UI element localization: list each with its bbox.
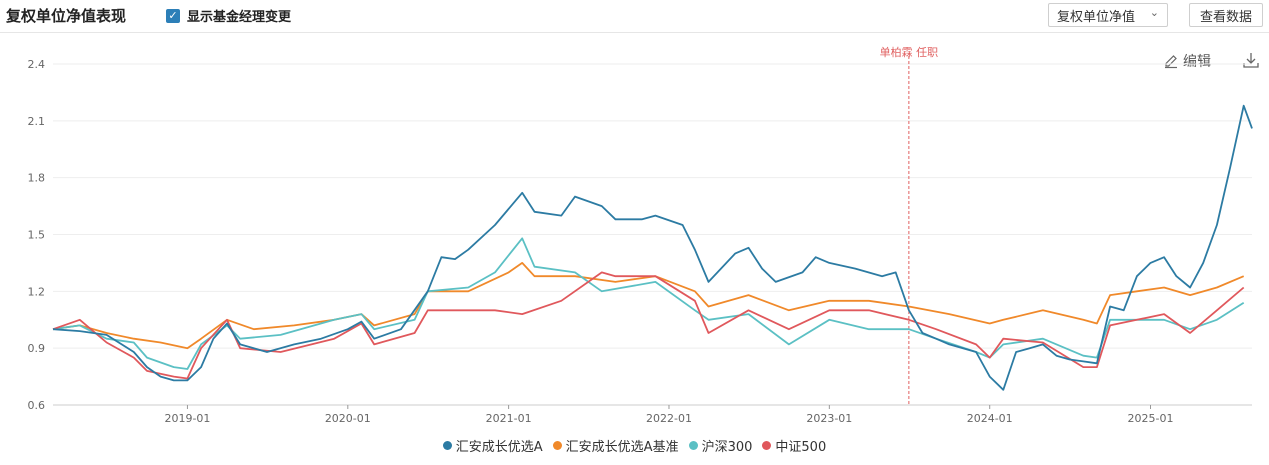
- edit-label: 编辑: [1183, 54, 1211, 70]
- y-tick-label: 2.4: [28, 58, 46, 71]
- y-tick-label: 1.8: [28, 172, 46, 185]
- x-tick-label: 2019-01: [164, 412, 210, 425]
- x-tick-label: 2020-01: [325, 412, 371, 425]
- nav-line-chart: 0.6 0.9 1.2 1.5 1.8 2.1 2.4 2019-01 2020-01 2021-…: [28, 45, 1253, 425]
- download-icon[interactable]: [1242, 51, 1260, 69]
- series-line-2: [52, 262, 1245, 350]
- legend-dot-icon: [442, 441, 452, 450]
- series-line-3: [52, 237, 1245, 370]
- checkbox-checked-icon[interactable]: ✓: [166, 8, 180, 23]
- x-tick-label: 2022-01: [646, 412, 692, 425]
- chevron-down-icon: ⌄: [1149, 6, 1159, 19]
- series-line-1: [52, 104, 1253, 391]
- manager-change-label: 单柏霖 任职: [880, 45, 939, 59]
- legend-item[interactable]: 汇安成长优选A基准: [552, 436, 679, 455]
- x-tick-label: 2024-01: [967, 412, 1013, 425]
- x-tick-label: 2021-01: [486, 412, 532, 425]
- y-tick-label: 1.2: [28, 285, 46, 298]
- view-data-button[interactable]: 查看数据: [1189, 3, 1263, 27]
- metric-select-value: 复权单位净值: [1057, 9, 1136, 25]
- legend-item[interactable]: 沪深300: [688, 436, 753, 455]
- legend-label: 汇安成长优选A基准: [565, 440, 679, 455]
- legend-item[interactable]: 中证500: [762, 436, 826, 455]
- checkbox-label: 显示基金经理变更: [187, 10, 292, 25]
- metric-select[interactable]: 复权单位净值 ⌄: [1048, 3, 1168, 27]
- legend-item[interactable]: 汇安成长优选A: [442, 436, 543, 455]
- y-tick-label: 0.6: [28, 399, 46, 412]
- legend-label: 汇安成长优选A: [455, 440, 543, 455]
- header-bar: 复权单位净值表现 ✓ 显示基金经理变更 复权单位净值 ⌄ 查看数据: [0, 0, 1269, 33]
- legend-label: 中证500: [775, 440, 827, 455]
- legend-dot-icon: [688, 441, 698, 450]
- y-tick-label: 1.5: [28, 229, 46, 242]
- manager-change-toggle[interactable]: ✓ 显示基金经理变更: [166, 6, 291, 25]
- y-tick-label: 2.1: [28, 115, 46, 128]
- page-title: 复权单位净值表现: [6, 7, 127, 25]
- x-tick-label: 2023-01: [806, 412, 852, 425]
- chart-legend: 汇安成长优选A 汇安成长优选A基准 沪深300 中证500: [0, 436, 1269, 455]
- y-tick-label: 0.9: [28, 342, 46, 355]
- x-tick-label: 2025-01: [1128, 412, 1174, 425]
- legend-label: 沪深300: [701, 440, 753, 455]
- series-line-4: [52, 271, 1245, 380]
- legend-dot-icon: [762, 441, 772, 450]
- legend-dot-icon: [552, 441, 562, 450]
